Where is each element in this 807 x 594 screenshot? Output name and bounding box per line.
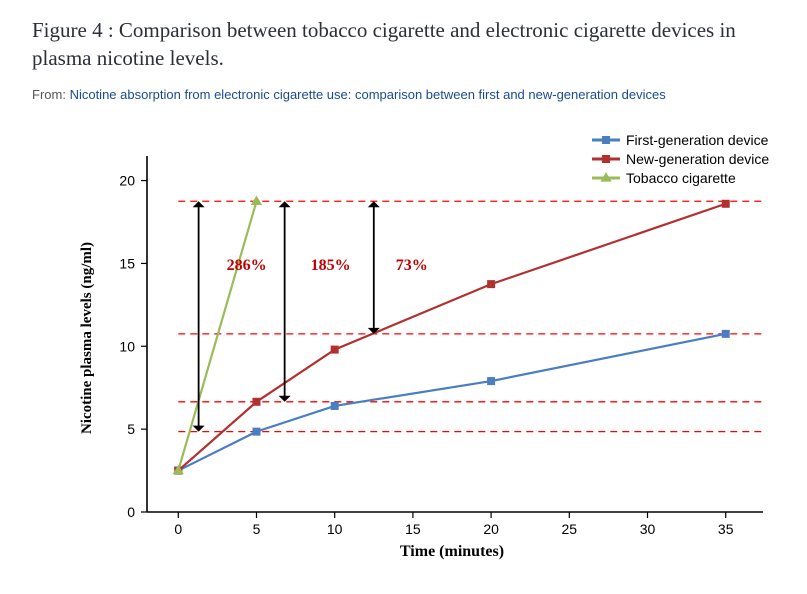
svg-text:Nicotine plasma levels (ng/ml): Nicotine plasma levels (ng/ml): [79, 242, 95, 434]
chart-svg: 0 5 10 15 20 0 5 10 15 20 25 30 35 Time (minutes) Nico…: [32, 124, 775, 584]
svg-text:5: 5: [253, 521, 261, 537]
svg-text:0: 0: [127, 504, 135, 520]
svg-text:5: 5: [127, 421, 135, 437]
svg-text:New-generation device: New-generation device: [626, 151, 769, 167]
nicotine-chart: 0 5 10 15 20 0 5 10 15 20 25 30 35 Time (minutes) Nico…: [32, 124, 775, 584]
svg-text:First-generation device: First-generation device: [626, 132, 769, 148]
figure-source: From: Nicotine absorption from electroni…: [32, 87, 775, 102]
svg-text:0: 0: [174, 521, 182, 537]
figure-title: Figure 4 : Comparison between tobacco ci…: [32, 16, 775, 73]
svg-text:15: 15: [405, 521, 421, 537]
svg-text:73%: 73%: [396, 257, 428, 274]
svg-text:20: 20: [119, 172, 135, 188]
svg-text:15: 15: [119, 255, 135, 271]
from-prefix: From:: [32, 87, 70, 102]
svg-text:286%: 286%: [227, 257, 267, 274]
svg-text:185%: 185%: [311, 257, 351, 274]
svg-text:20: 20: [483, 521, 499, 537]
source-article-link[interactable]: Nicotine absorption from electronic ciga…: [70, 87, 666, 102]
svg-text:25: 25: [562, 521, 578, 537]
svg-text:10: 10: [327, 521, 343, 537]
svg-text:Time (minutes): Time (minutes): [400, 543, 504, 560]
svg-text:10: 10: [119, 338, 135, 354]
svg-text:30: 30: [640, 521, 656, 537]
svg-text:35: 35: [718, 521, 734, 537]
svg-text:Tobacco cigarette: Tobacco cigarette: [626, 170, 736, 186]
